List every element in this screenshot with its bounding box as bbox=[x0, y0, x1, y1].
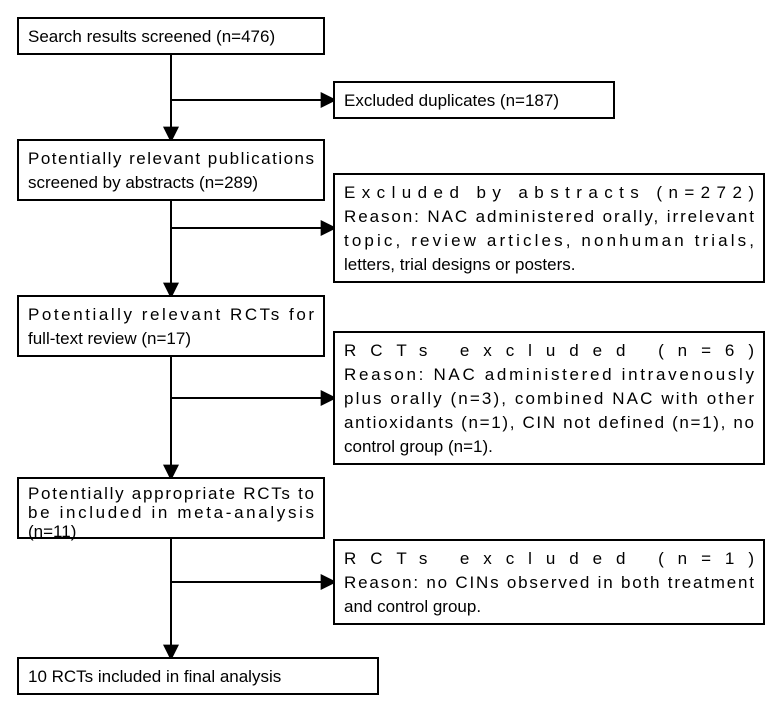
flow-box-n5: 10 RCTs included in final analysis bbox=[18, 658, 378, 694]
flow-box-e2: Excluded by abstracts (n=272)Reason: NAC… bbox=[334, 174, 764, 282]
flow-box-e3: RCTs excluded (n=6)Reason: NAC administe… bbox=[334, 332, 764, 464]
flow-box-line: Search results screened (n=476) bbox=[28, 27, 275, 46]
flow-box-line: screened by abstracts (n=289) bbox=[28, 173, 258, 192]
flow-box-line: be included in meta-analysis bbox=[28, 503, 314, 522]
flow-box-line: letters, trial designs or posters. bbox=[344, 255, 575, 274]
flow-box-e4: RCTs excluded (n=1)Reason: no CINs obser… bbox=[334, 540, 764, 624]
flow-box-line: control group (n=1). bbox=[344, 437, 493, 456]
flow-box-line: Potentially appropriate RCTs to bbox=[28, 484, 314, 503]
flow-box-line: full-text review (n=17) bbox=[28, 329, 191, 348]
prisma-flowchart: Search results screened (n=476) Excluded … bbox=[0, 0, 780, 713]
flow-box-n2: Potentially relevant publicationsscreene… bbox=[18, 140, 324, 200]
flow-box-line: Reason: no CINs observed in both treatme… bbox=[344, 573, 754, 592]
flow-box-e1: Excluded duplicates (n=187) bbox=[334, 82, 614, 118]
flow-box-line: (n=11) bbox=[28, 522, 76, 541]
flow-box-line: and control group. bbox=[344, 597, 481, 616]
flow-box-line: Reason: NAC administered orally, irrelev… bbox=[344, 207, 754, 226]
flow-box-line: plus orally (n=3), combined NAC with oth… bbox=[344, 389, 754, 408]
flow-box-line: Excluded duplicates (n=187) bbox=[344, 91, 559, 110]
flow-box-line: antioxidants (n=1), CIN not defined (n=1… bbox=[344, 413, 754, 432]
flow-box-n1: Search results screened (n=476) bbox=[18, 18, 324, 54]
flow-box-n3: Potentially relevant RCTs forfull-text r… bbox=[18, 296, 324, 356]
flow-box-line: 10 RCTs included in final analysis bbox=[28, 667, 281, 686]
flow-box-n4: Potentially appropriate RCTs tobe includ… bbox=[18, 478, 324, 541]
